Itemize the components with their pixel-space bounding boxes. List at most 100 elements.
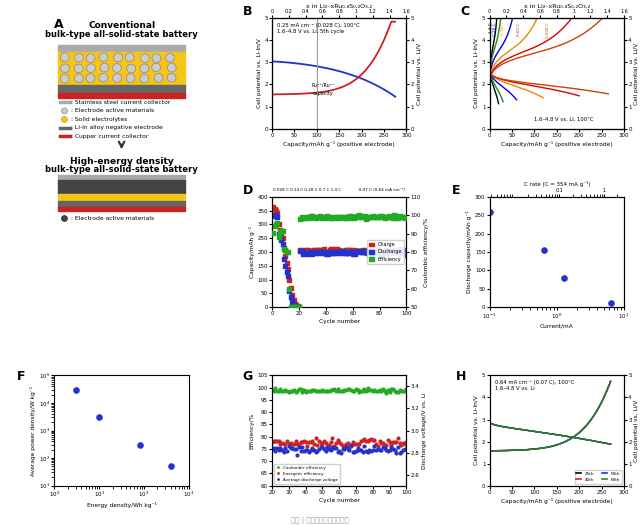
Point xyxy=(308,247,319,256)
Point xyxy=(284,285,294,293)
Point xyxy=(377,247,387,255)
Point xyxy=(367,212,378,220)
Circle shape xyxy=(167,74,176,82)
Point xyxy=(400,214,410,222)
Point xyxy=(301,387,311,396)
Point xyxy=(371,440,381,448)
Point xyxy=(278,440,289,448)
Point xyxy=(346,440,356,449)
Point xyxy=(269,205,280,214)
Point xyxy=(274,230,284,238)
Point xyxy=(314,213,324,221)
Point xyxy=(348,387,358,395)
Point xyxy=(348,447,358,456)
Circle shape xyxy=(113,64,122,72)
Point xyxy=(292,387,302,395)
Text: H: H xyxy=(456,370,467,383)
Point xyxy=(369,385,380,394)
Point xyxy=(356,446,366,455)
Point xyxy=(359,442,369,450)
Point xyxy=(310,386,321,395)
Point xyxy=(318,213,328,221)
Point xyxy=(376,439,387,447)
Point xyxy=(322,248,332,257)
Point xyxy=(337,445,348,453)
Point xyxy=(354,247,364,256)
Point xyxy=(279,244,289,252)
Point xyxy=(366,435,376,444)
Point xyxy=(360,212,370,220)
Point xyxy=(350,249,360,258)
Point xyxy=(282,436,292,445)
Point xyxy=(357,212,367,220)
Point xyxy=(346,245,356,254)
Point xyxy=(391,449,401,457)
Point xyxy=(298,248,308,256)
Point xyxy=(291,437,301,445)
Point xyxy=(321,250,331,258)
Text: bulk-type all-solid-state battery: bulk-type all-solid-state battery xyxy=(45,30,198,39)
Point xyxy=(361,386,371,395)
Point xyxy=(361,248,371,256)
Y-axis label: Cell potential vs. Li-In/V: Cell potential vs. Li-In/V xyxy=(474,396,479,465)
Point xyxy=(361,446,371,455)
Point xyxy=(360,247,370,255)
Circle shape xyxy=(140,75,148,83)
Point xyxy=(317,213,327,222)
Point xyxy=(335,248,346,257)
X-axis label: Capacity/mAh g⁻¹ (positive electrode): Capacity/mAh g⁻¹ (positive electrode) xyxy=(284,141,395,146)
Point xyxy=(312,387,323,395)
Point xyxy=(324,246,335,255)
Point xyxy=(274,386,284,395)
Point xyxy=(296,246,307,254)
Text: C: C xyxy=(460,5,469,18)
Point xyxy=(346,212,356,220)
Y-axis label: Discharge voltage/V vs. Li: Discharge voltage/V vs. Li xyxy=(422,392,427,469)
Point xyxy=(278,447,289,456)
Circle shape xyxy=(152,54,161,62)
Point xyxy=(309,446,319,454)
Point xyxy=(299,437,309,445)
Point xyxy=(324,249,335,258)
Point xyxy=(274,220,284,229)
Point xyxy=(275,227,285,236)
Point xyxy=(334,246,344,254)
Point xyxy=(326,248,336,256)
Point xyxy=(70,386,81,394)
Point xyxy=(292,303,303,311)
Point xyxy=(280,261,291,270)
Point xyxy=(339,442,349,450)
Point xyxy=(399,445,410,454)
Point xyxy=(311,214,321,222)
Point xyxy=(295,214,305,223)
Point xyxy=(364,386,374,394)
Point xyxy=(392,247,402,256)
Point xyxy=(399,213,409,222)
Point xyxy=(324,445,334,454)
Point xyxy=(268,212,278,220)
Point xyxy=(383,247,393,256)
Point xyxy=(366,246,376,254)
X-axis label: Capacity/mAh g⁻¹ (positive electrode): Capacity/mAh g⁻¹ (positive electrode) xyxy=(501,498,612,503)
Point xyxy=(94,413,104,422)
Point xyxy=(388,214,398,223)
Point xyxy=(398,446,408,454)
Point xyxy=(367,387,378,395)
Point xyxy=(384,246,394,254)
Point xyxy=(396,244,406,253)
Point xyxy=(282,447,292,455)
Point xyxy=(376,386,387,395)
Point xyxy=(292,302,303,310)
Point xyxy=(292,450,302,459)
Point xyxy=(332,248,342,256)
Point xyxy=(267,386,277,394)
Point xyxy=(278,387,289,395)
Point xyxy=(380,440,390,449)
Point xyxy=(393,213,403,222)
Point xyxy=(134,440,145,449)
Circle shape xyxy=(61,108,67,114)
Point xyxy=(397,249,408,257)
Point xyxy=(294,443,304,451)
Point xyxy=(348,247,358,256)
Circle shape xyxy=(126,74,135,82)
